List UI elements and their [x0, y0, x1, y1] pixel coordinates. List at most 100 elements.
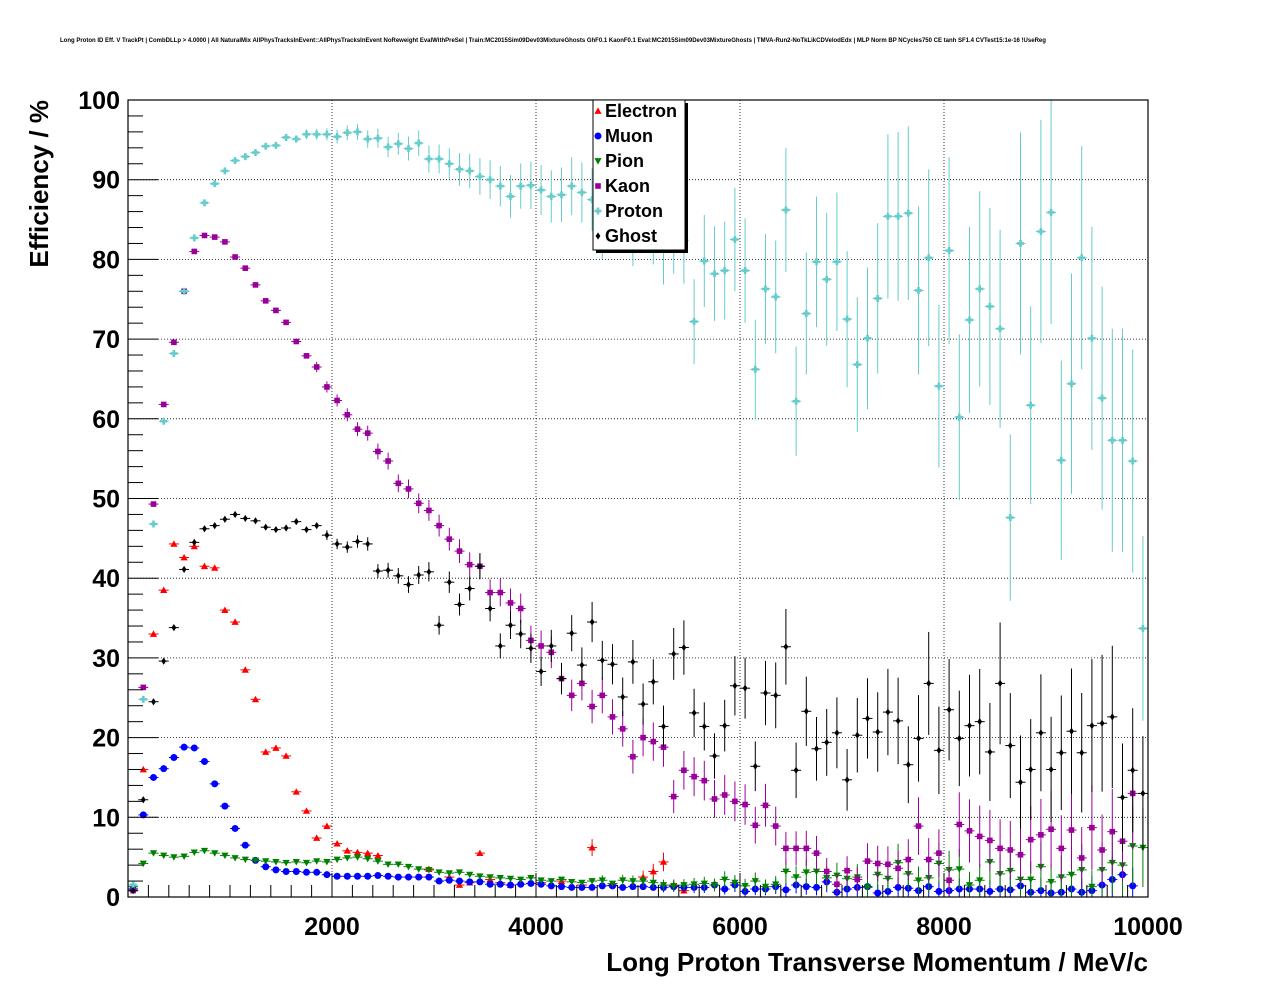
data-point — [293, 518, 299, 526]
data-point — [314, 521, 320, 530]
data-point — [1069, 727, 1074, 735]
data-point — [915, 823, 922, 829]
data-point — [476, 173, 484, 181]
data-point — [466, 167, 474, 175]
data-point — [802, 869, 810, 876]
data-point — [282, 859, 290, 867]
data-point — [639, 878, 647, 885]
data-point — [313, 858, 321, 865]
data-point — [476, 873, 484, 880]
data-point — [405, 486, 412, 492]
data-point — [1047, 878, 1055, 886]
data-point — [659, 858, 668, 865]
data-point — [292, 788, 300, 795]
data-point — [650, 678, 656, 686]
data-point — [313, 364, 320, 370]
x-tick-label: 4000 — [508, 913, 564, 941]
y-tick-label: 60 — [92, 406, 120, 434]
data-point — [916, 734, 921, 742]
data-point — [936, 746, 942, 754]
data-point — [956, 821, 963, 828]
data-point — [496, 182, 504, 190]
data-point — [415, 139, 423, 147]
data-point — [190, 849, 198, 856]
data-point — [395, 572, 401, 580]
data-point — [292, 135, 300, 143]
data-point — [457, 600, 462, 609]
data-point — [1079, 749, 1085, 757]
data-point — [782, 206, 790, 214]
data-point — [844, 776, 850, 784]
data-point — [1018, 778, 1023, 786]
data-point — [813, 883, 820, 891]
data-point — [160, 417, 168, 425]
data-point — [824, 738, 830, 746]
data-point — [303, 353, 310, 359]
data-point — [772, 881, 780, 888]
y-tick-label: 20 — [92, 725, 120, 753]
data-point — [486, 176, 494, 184]
data-point — [1068, 827, 1075, 833]
x-tick-label: 2000 — [304, 913, 360, 941]
data-point — [355, 537, 360, 546]
data-point — [395, 480, 402, 487]
data-point — [752, 762, 758, 770]
data-point — [405, 873, 412, 881]
x-axis-label: Long Proton Transverse Momentum / MeV/c — [606, 947, 1148, 977]
data-point — [803, 707, 809, 715]
data-point — [282, 752, 290, 759]
y-tick-label: 70 — [92, 326, 120, 354]
data-point — [977, 718, 983, 726]
data-point — [251, 149, 259, 157]
data-point — [905, 761, 911, 769]
data-point — [772, 823, 779, 829]
data-point — [384, 143, 392, 151]
data-point — [712, 752, 717, 760]
axes: 2000 4000 6000 8000 10000 0 10 20 30 40 50 60 70 80 90… — [78, 87, 1182, 941]
data-point — [496, 874, 504, 882]
data-point — [150, 773, 157, 781]
data-point — [547, 878, 555, 885]
data-point — [619, 877, 627, 884]
data-point — [212, 521, 218, 530]
data-point — [231, 855, 239, 862]
data-point — [211, 564, 219, 571]
data-point — [374, 134, 382, 142]
data-point — [701, 722, 707, 731]
data-point — [456, 877, 463, 885]
data-point — [966, 316, 973, 324]
data-point — [282, 133, 290, 141]
data-point — [181, 565, 187, 574]
data-point — [598, 877, 606, 884]
data-point — [241, 153, 249, 161]
data-point — [282, 867, 290, 875]
data-point — [731, 235, 739, 243]
data-point — [875, 728, 881, 736]
data-point — [323, 859, 331, 866]
data-point — [364, 849, 372, 857]
data-point — [149, 630, 158, 637]
data-point — [904, 209, 912, 217]
data-point — [262, 142, 270, 150]
data-point — [129, 881, 137, 889]
data-point — [190, 744, 198, 752]
data-point — [1108, 436, 1116, 444]
data-point — [150, 501, 157, 507]
data-point — [547, 882, 555, 890]
data-point — [262, 298, 269, 304]
data-point — [436, 621, 442, 629]
data-point — [180, 853, 188, 860]
data-point — [1088, 334, 1096, 342]
data-point — [783, 845, 789, 852]
data-point — [608, 880, 617, 888]
data-point — [691, 709, 697, 717]
legend-label-muon: Muon — [605, 126, 653, 146]
data-point — [343, 847, 351, 854]
data-point — [273, 307, 279, 314]
data-point — [751, 365, 759, 373]
data-point — [303, 868, 310, 876]
data-point — [487, 589, 493, 596]
data-point — [670, 793, 677, 800]
data-point — [211, 850, 219, 857]
